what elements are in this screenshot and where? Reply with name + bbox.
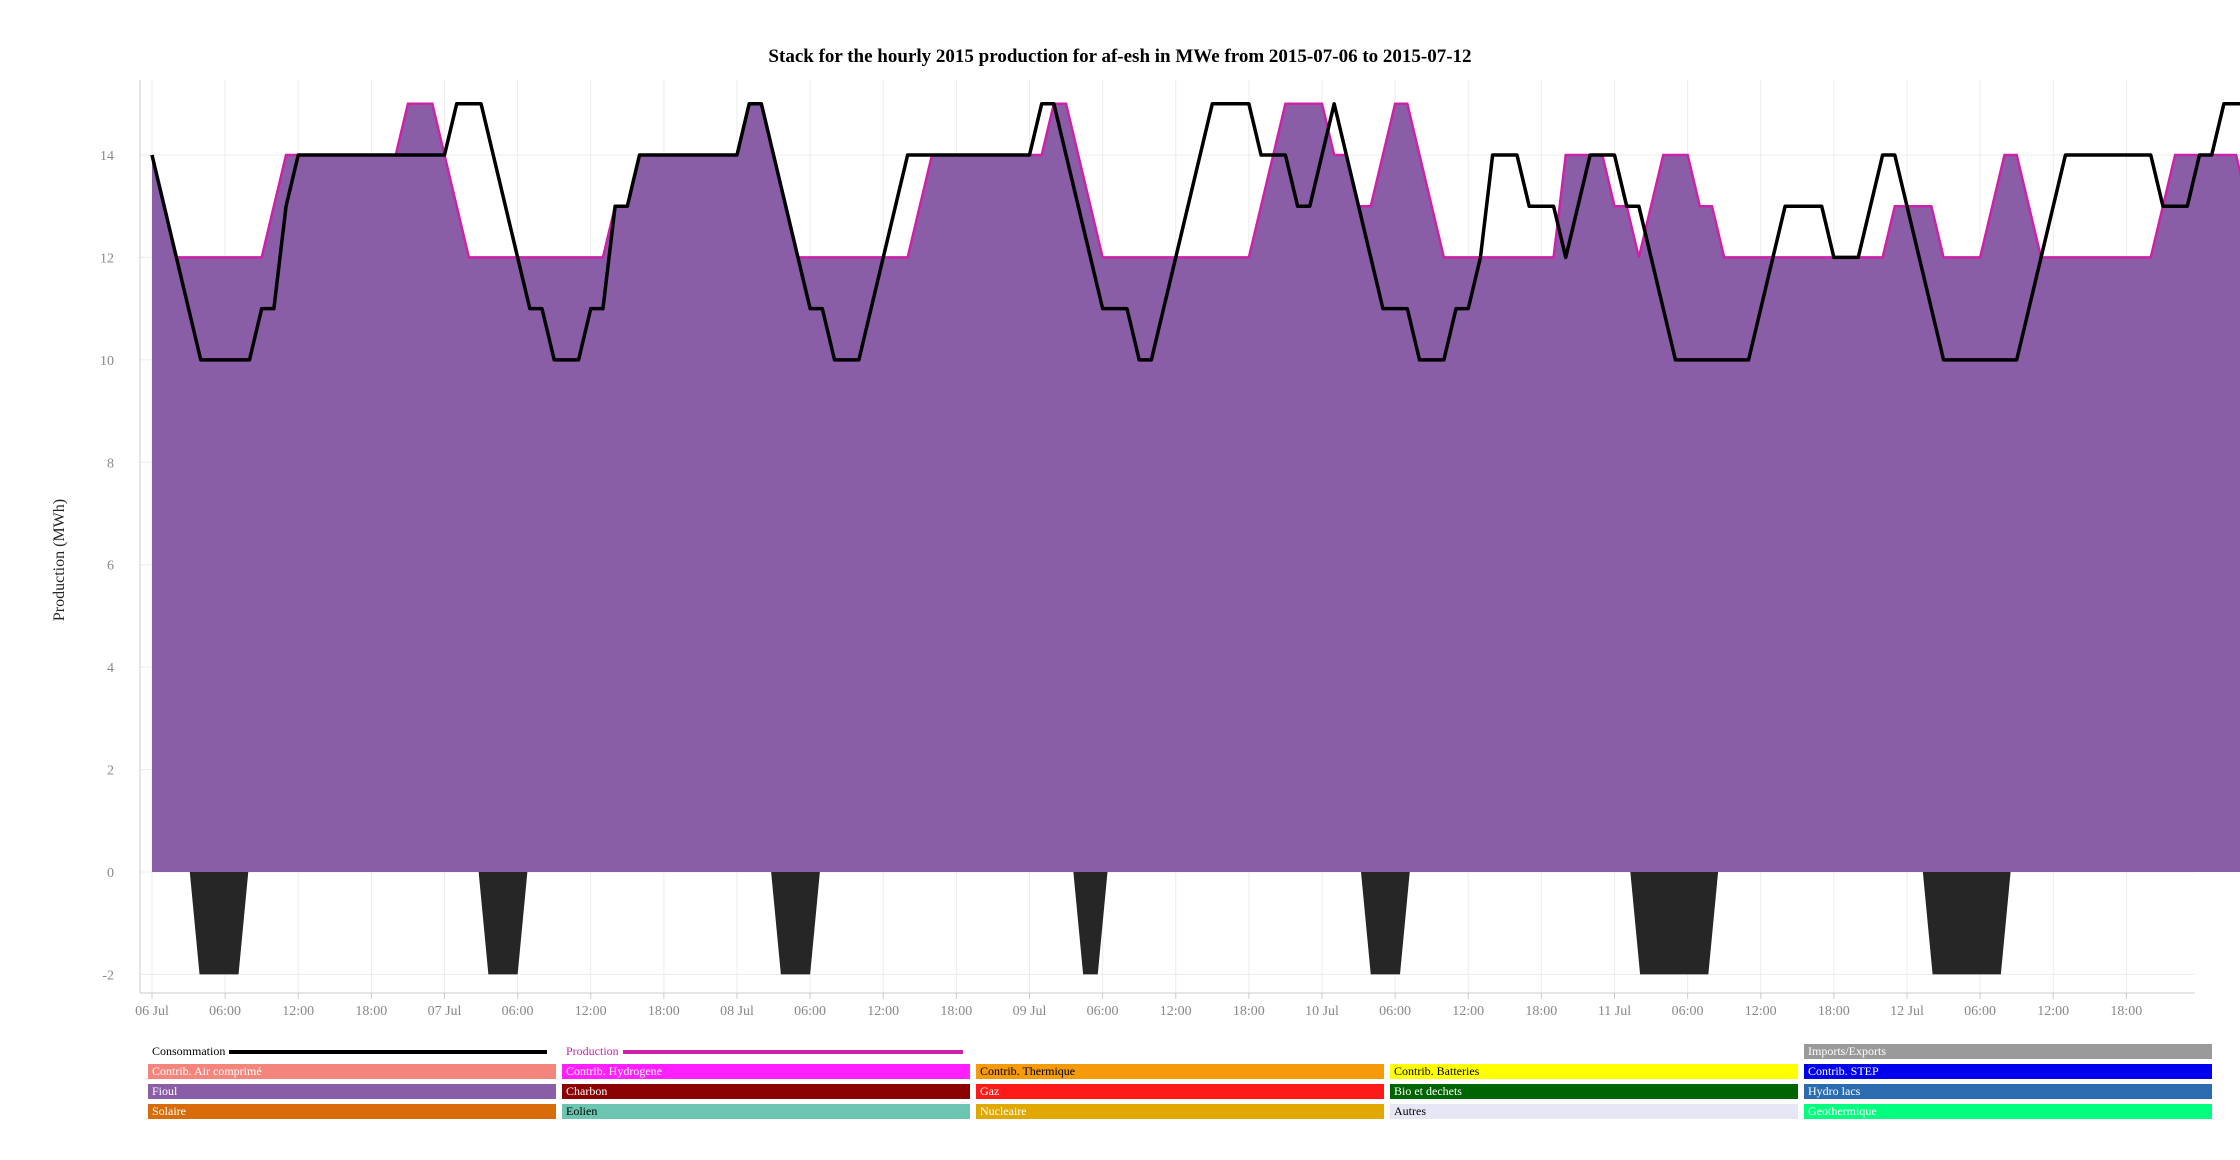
x-tick-label: 06:00 — [502, 1004, 534, 1019]
y-tick-label: -2 — [102, 968, 114, 983]
legend-item[interactable]: Nucleaire — [976, 1104, 1384, 1119]
negative-area — [1361, 872, 1410, 975]
legend-line-entry: Production — [566, 1044, 963, 1059]
x-tick-label: 06:00 — [1087, 1004, 1119, 1019]
y-tick-label: 8 — [107, 456, 114, 471]
x-tick-label: 12:00 — [867, 1004, 899, 1019]
legend-item[interactable]: Fioul — [148, 1084, 556, 1099]
y-tick-label: 10 — [100, 354, 114, 369]
legend-item[interactable]: Contrib. STEP — [1804, 1064, 2212, 1079]
x-tick-label: 06:00 — [1379, 1004, 1411, 1019]
axis-layer: -2 0 2 4 6 8 10 12 14 06 Jul 06:00 12:00 18:00 07 Jul… — [100, 80, 2195, 1019]
negative-area — [189, 872, 249, 975]
legend-item[interactable]: Contrib. Air comprimé — [148, 1064, 556, 1079]
x-tick-label: 12:00 — [282, 1004, 314, 1019]
fioul-area — [152, 103, 2240, 872]
x-tick-label: 18:00 — [1525, 1004, 1557, 1019]
x-tick-label: 10 Jul — [1305, 1004, 1339, 1019]
production-line — [150, 102, 2240, 259]
x-tick-label: 18:00 — [648, 1004, 680, 1019]
x-tick-label: 06:00 — [1672, 1004, 1704, 1019]
legend-item[interactable]: Autres — [1390, 1104, 1798, 1119]
legend-item[interactable]: Contrib. Hydrogene — [562, 1064, 970, 1079]
x-tick-label: 18:00 — [1818, 1004, 1850, 1019]
x-tick-label: 06:00 — [794, 1004, 826, 1019]
negative-area — [771, 872, 820, 975]
legend-swatch — [622, 1050, 963, 1055]
y-axis-label: Production (MWh) — [51, 499, 68, 621]
x-tick-label: 07 Jul — [428, 1004, 462, 1019]
x-tick-label: 12:00 — [575, 1004, 607, 1019]
x-tick-label: 06:00 — [1964, 1004, 1996, 1019]
x-tick-label: 12:00 — [2037, 1004, 2069, 1019]
legend-item[interactable]: Geothermique — [1804, 1104, 2212, 1119]
legend-line-entry: Consommation — [152, 1044, 548, 1059]
x-tick-label: 12:00 — [1160, 1004, 1192, 1019]
y-tick-label: 12 — [100, 251, 114, 266]
negative-area — [1630, 872, 1719, 975]
y-tick-label: 0 — [107, 866, 114, 881]
chart-title: Stack for the hourly 2015 production for… — [768, 46, 1472, 67]
legend-item[interactable]: Contrib. Thermique — [976, 1064, 1384, 1079]
y-tick-label: 4 — [107, 661, 114, 676]
x-tick-label: 18:00 — [2110, 1004, 2142, 1019]
negative-area — [1073, 872, 1108, 975]
x-tick-label: 18:00 — [940, 1004, 972, 1019]
x-tick-label: 12:00 — [1452, 1004, 1484, 1019]
chart-plot: -2 0 2 4 6 8 10 12 14 06 Jul 06:00 12:00 18:00 07 Jul… — [51, 80, 2240, 1019]
area-layer — [150, 102, 2240, 975]
legend-item[interactable]: Contrib. Batteries — [1390, 1064, 1798, 1079]
x-tick-label: 06:00 — [209, 1004, 241, 1019]
legend-item[interactable]: Solaire — [148, 1104, 556, 1119]
x-tick-label: 11 Jul — [1598, 1004, 1631, 1019]
x-tick-label: 09 Jul — [1013, 1004, 1047, 1019]
legend-label: Consommation — [152, 1044, 226, 1058]
legend-item[interactable]: Bio et dechets — [1390, 1084, 1798, 1099]
legend-item[interactable]: Hydro lacs — [1804, 1084, 2212, 1099]
consommation-line — [150, 102, 2240, 362]
x-tick-label: 18:00 — [1233, 1004, 1265, 1019]
y-tick-label: 6 — [107, 559, 114, 574]
y-tick-label: 14 — [100, 149, 114, 164]
negative-area — [1922, 872, 2011, 975]
legend-swatch — [229, 1050, 548, 1055]
legend-item[interactable]: Eolien — [562, 1104, 970, 1119]
x-tick-label: 08 Jul — [720, 1004, 754, 1019]
x-tick-label: 12 Jul — [1890, 1004, 1924, 1019]
x-tick-label: 12:00 — [1745, 1004, 1777, 1019]
negative-area — [478, 872, 528, 975]
x-tick-label: 18:00 — [355, 1004, 387, 1019]
x-tick-label: 06 Jul — [135, 1004, 169, 1019]
legend-label: Production — [566, 1044, 619, 1058]
legend-item[interactable]: Imports/Exports — [1804, 1044, 2212, 1059]
legend-item[interactable]: Gaz — [976, 1084, 1384, 1099]
legend-item[interactable]: Charbon — [562, 1084, 970, 1099]
y-tick-label: 2 — [107, 764, 114, 779]
